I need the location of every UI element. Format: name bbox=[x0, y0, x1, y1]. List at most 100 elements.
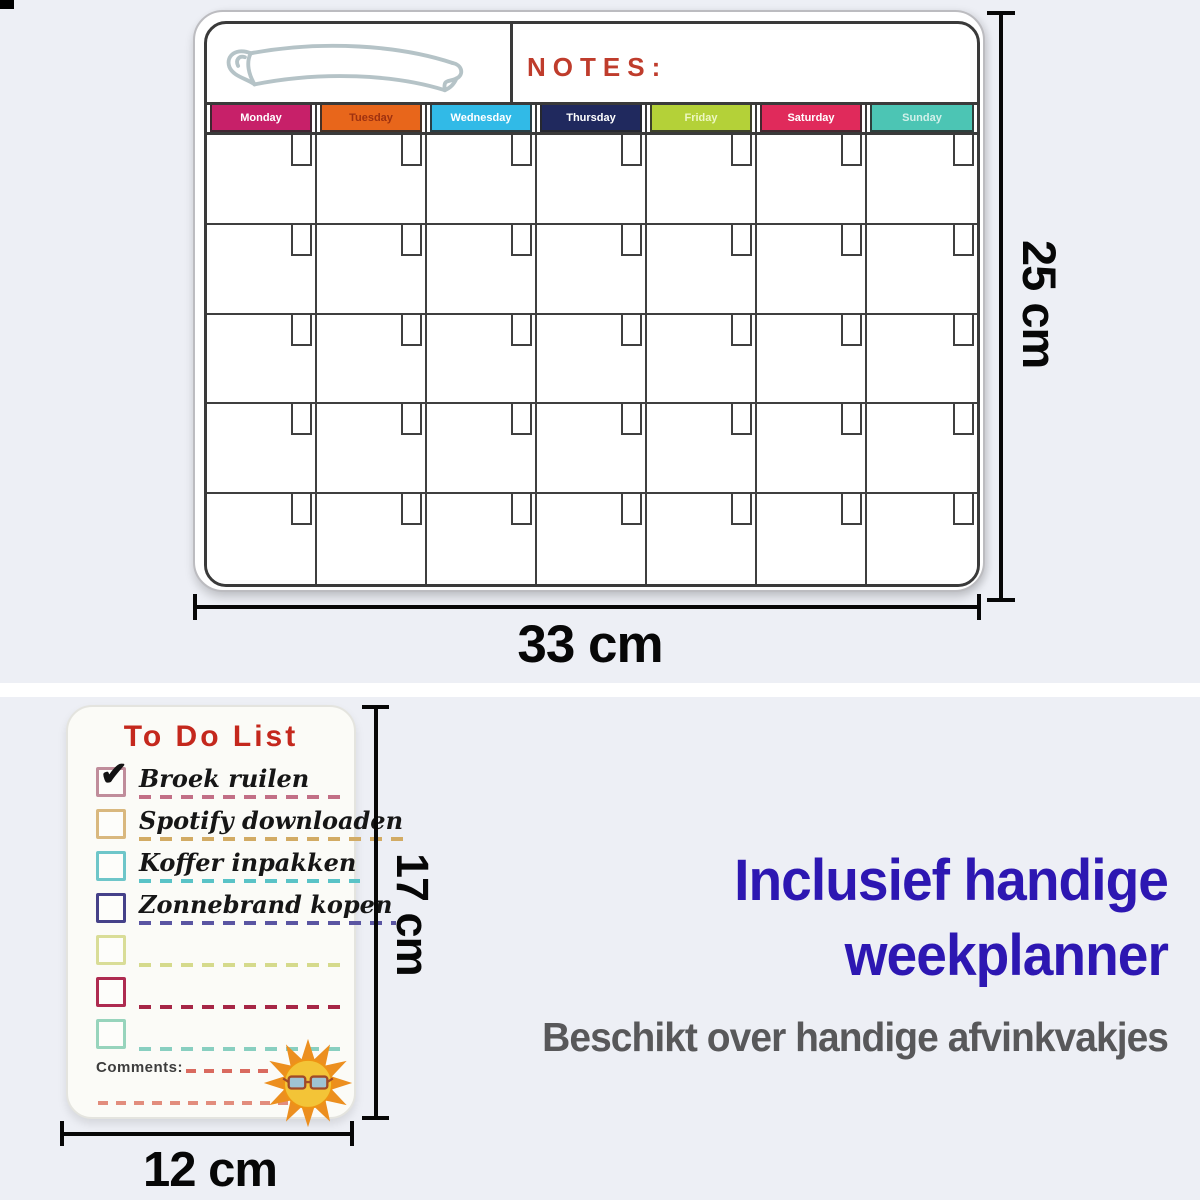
calendar-cell bbox=[757, 224, 867, 315]
calendar-cell bbox=[317, 314, 427, 405]
todo-checkbox bbox=[96, 893, 126, 923]
dimension-cap bbox=[362, 705, 389, 709]
calendar-cell bbox=[757, 404, 867, 495]
todo-item: ✔ Broek ruilen bbox=[96, 757, 344, 804]
dimension-cap bbox=[362, 1116, 389, 1120]
date-box bbox=[511, 404, 532, 436]
checkmark-icon: ✔ bbox=[100, 755, 128, 792]
day-header-sunday: Sunday bbox=[867, 105, 977, 132]
promo-headline: Inclusief handige weekplanner bbox=[446, 843, 1169, 994]
dimension-cap bbox=[987, 11, 1015, 15]
date-box bbox=[291, 314, 312, 346]
date-box bbox=[841, 314, 862, 346]
date-box bbox=[731, 135, 752, 166]
section-divider bbox=[0, 683, 1200, 697]
calendar-cell bbox=[867, 224, 977, 315]
dimension-cap bbox=[193, 594, 197, 620]
todo-item bbox=[96, 972, 344, 1014]
todo-checkbox: ✔ bbox=[96, 757, 128, 797]
date-box bbox=[291, 224, 312, 256]
date-box bbox=[401, 224, 422, 256]
day-header-row: Monday Tuesday Wednesday Thursday Friday Satu… bbox=[207, 105, 977, 135]
pad-width-label: 12 cm bbox=[143, 1143, 278, 1197]
date-box bbox=[621, 224, 642, 256]
date-box bbox=[841, 135, 862, 166]
date-box bbox=[401, 404, 422, 436]
todo-checkbox bbox=[96, 809, 126, 839]
calendar-cell bbox=[317, 404, 427, 495]
calendar-cell bbox=[207, 314, 317, 405]
day-header-monday: Monday bbox=[207, 105, 317, 132]
day-label: Monday bbox=[210, 105, 312, 132]
comments-dash bbox=[186, 1069, 276, 1073]
date-box bbox=[953, 404, 974, 436]
dashed-line bbox=[139, 795, 344, 799]
date-box bbox=[621, 314, 642, 346]
calendar-cell bbox=[647, 224, 757, 315]
dashed-line bbox=[139, 963, 344, 967]
planner-board-inner: NOTES: Monday Tuesday Wednesday Thursday Fri… bbox=[204, 21, 980, 587]
board-width-label: 33 cm bbox=[517, 615, 663, 674]
calendar-cell bbox=[757, 314, 867, 405]
day-label: Sunday bbox=[870, 105, 974, 132]
dashed-line bbox=[139, 921, 397, 925]
calendar-cell bbox=[317, 224, 427, 315]
calendar-cell bbox=[427, 404, 537, 495]
calendar-cell bbox=[317, 135, 427, 225]
pad-bottom-dash bbox=[98, 1101, 330, 1105]
date-box bbox=[291, 404, 312, 436]
date-box bbox=[291, 494, 312, 526]
day-label: Friday bbox=[650, 105, 752, 132]
calendar-cell bbox=[207, 224, 317, 315]
date-box bbox=[841, 494, 862, 526]
calendar-cell bbox=[427, 135, 537, 225]
todo-item: Spotify downloaden bbox=[96, 804, 408, 846]
calendar-cell bbox=[537, 135, 647, 225]
corner-artifact bbox=[0, 0, 14, 9]
dashed-line bbox=[139, 1047, 344, 1051]
date-box bbox=[731, 224, 752, 256]
planner-header: NOTES: bbox=[207, 24, 977, 105]
date-box bbox=[731, 314, 752, 346]
date-box bbox=[953, 224, 974, 256]
calendar-cell bbox=[207, 404, 317, 495]
date-box bbox=[731, 404, 752, 436]
date-box bbox=[291, 135, 312, 166]
date-box bbox=[401, 135, 422, 166]
date-box bbox=[401, 494, 422, 526]
dimension-line-17cm bbox=[374, 707, 378, 1119]
calendar-cell bbox=[207, 135, 317, 225]
dimension-cap bbox=[350, 1121, 354, 1146]
todo-title: To Do List bbox=[123, 720, 299, 753]
calendar-cell bbox=[757, 135, 867, 225]
calendar-cell bbox=[537, 494, 647, 584]
calendar-cell bbox=[427, 224, 537, 315]
todo-item-text: Spotify downloaden bbox=[139, 806, 404, 835]
date-box bbox=[731, 494, 752, 526]
pad-height-label: 17 cm bbox=[387, 852, 438, 976]
todo-checkbox bbox=[96, 977, 126, 1007]
calendar-cell bbox=[537, 224, 647, 315]
calendar-cell bbox=[867, 404, 977, 495]
date-box bbox=[621, 494, 642, 526]
dimension-cap bbox=[60, 1121, 64, 1146]
todo-pad: To Do List ✔ Broek ruilen Spotify download… bbox=[66, 705, 408, 1128]
date-box bbox=[621, 404, 642, 436]
promo-subline: Beschikt over handige afvinkvakjes bbox=[542, 1013, 1169, 1060]
day-header-tuesday: Tuesday bbox=[317, 105, 427, 132]
todo-checkbox bbox=[96, 935, 126, 965]
todo-item-text: Koffer inpakken bbox=[139, 848, 357, 877]
todo-item-text: Broek ruilen bbox=[139, 764, 310, 793]
monthly-planner-board: NOTES: Monday Tuesday Wednesday Thursday Fri… bbox=[193, 10, 985, 592]
dimension-line-33cm bbox=[196, 605, 980, 609]
date-box bbox=[511, 314, 532, 346]
day-label: Saturday bbox=[760, 105, 862, 132]
date-box bbox=[841, 404, 862, 436]
promo-headline-line1: Inclusief handige bbox=[734, 848, 1169, 913]
day-header-friday: Friday bbox=[647, 105, 757, 132]
comments-label: Comments: bbox=[96, 1059, 184, 1076]
notes-label: NOTES: bbox=[527, 52, 668, 82]
todo-item: Zonnebrand kopen bbox=[96, 888, 397, 930]
day-header-thursday: Thursday bbox=[537, 105, 647, 132]
calendar-cell bbox=[427, 314, 537, 405]
